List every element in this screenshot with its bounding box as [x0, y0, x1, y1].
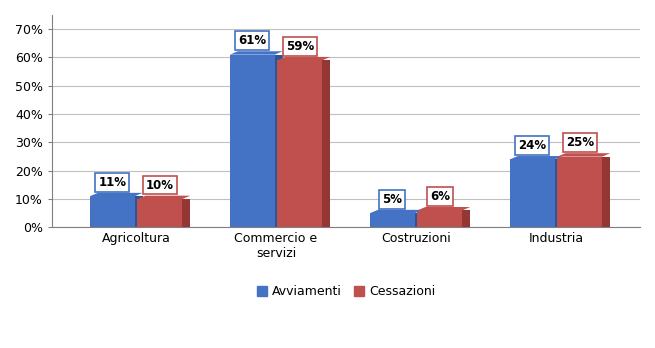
Bar — [510, 159, 555, 227]
Legend: Avviamenti, Cessazioni: Avviamenti, Cessazioni — [252, 280, 440, 303]
Text: 61%: 61% — [238, 34, 267, 47]
Bar — [602, 157, 610, 227]
Polygon shape — [417, 207, 470, 211]
Polygon shape — [557, 153, 610, 157]
Polygon shape — [90, 193, 143, 196]
Bar — [557, 157, 602, 227]
Text: 11%: 11% — [98, 176, 126, 189]
Polygon shape — [370, 210, 422, 213]
Bar — [415, 213, 422, 227]
Bar — [322, 60, 330, 227]
Bar — [135, 196, 143, 227]
Text: 6%: 6% — [430, 190, 450, 203]
Text: 24%: 24% — [518, 139, 546, 152]
Text: 25%: 25% — [566, 136, 594, 149]
Bar — [555, 159, 563, 227]
Bar — [182, 199, 191, 227]
Bar — [462, 211, 470, 227]
Bar — [370, 213, 415, 227]
Bar — [90, 196, 135, 227]
Bar — [278, 60, 322, 227]
Bar — [230, 55, 274, 227]
Polygon shape — [278, 57, 330, 60]
Text: 5%: 5% — [383, 193, 402, 206]
Bar — [138, 199, 182, 227]
Text: 10%: 10% — [146, 179, 174, 191]
Polygon shape — [138, 196, 191, 199]
Bar — [417, 211, 462, 227]
Polygon shape — [510, 156, 563, 159]
Polygon shape — [230, 51, 283, 55]
Text: 59%: 59% — [286, 40, 314, 53]
Bar — [274, 55, 283, 227]
